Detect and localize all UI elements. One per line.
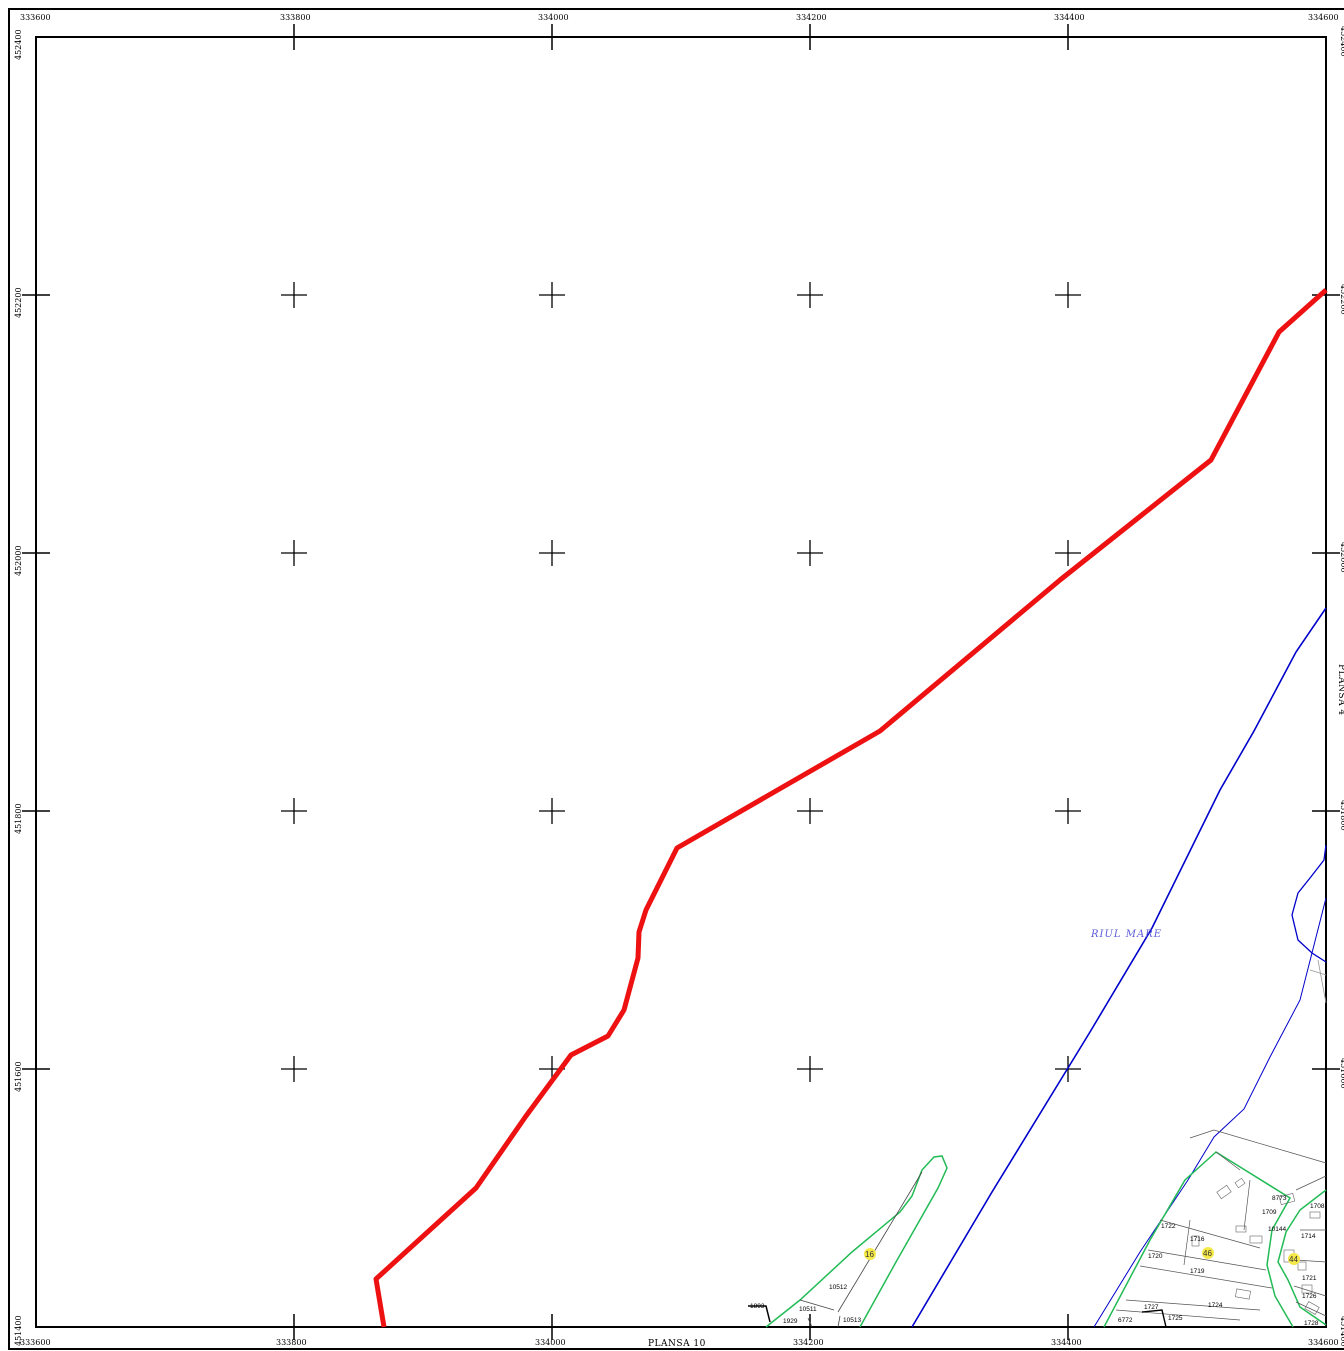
adjacent-sheet-bottom: PLANSA 10 bbox=[648, 1339, 706, 1349]
parcel-number: 1727 bbox=[1144, 1304, 1159, 1311]
zone-badge-label: 16 bbox=[865, 1250, 874, 1259]
y-label-right: 452200 bbox=[1339, 284, 1344, 315]
x-label-top: 334600 bbox=[1308, 13, 1339, 22]
zone-badge-label: 44 bbox=[1289, 1255, 1298, 1264]
parcel-number: 10512 bbox=[829, 1284, 847, 1291]
intravilan-zone-left bbox=[748, 1155, 948, 1328]
x-label-top: 334000 bbox=[538, 13, 569, 22]
x-label-top: 333800 bbox=[280, 13, 311, 22]
x-label-bottom: 333800 bbox=[276, 1338, 307, 1347]
y-label-left: 452000 bbox=[14, 545, 23, 576]
zone-badge bbox=[1202, 1247, 1214, 1259]
y-label-right: 451800 bbox=[1339, 800, 1344, 831]
river-lines bbox=[911, 607, 1327, 1328]
x-label-bottom: 334200 bbox=[793, 1338, 824, 1347]
x-label-bottom: 333600 bbox=[20, 1338, 51, 1347]
zone-badge bbox=[864, 1248, 876, 1260]
y-label-left: 451800 bbox=[14, 803, 23, 834]
parcel-number: 1725 bbox=[1168, 1315, 1183, 1322]
parcel-number: 10511 bbox=[799, 1306, 817, 1313]
parcel-number: 10144 bbox=[1268, 1226, 1286, 1233]
y-label-right: 452000 bbox=[1339, 542, 1344, 573]
right-coord-labels: 452400 452200 452000 451800 451600 45140… bbox=[1339, 26, 1344, 1347]
zone-badge-label: 46 bbox=[1203, 1249, 1212, 1258]
parcel-number: 1716 bbox=[1190, 1236, 1205, 1243]
y-label-left: 452200 bbox=[14, 287, 23, 318]
x-label-top: 334400 bbox=[1054, 13, 1085, 22]
parcel-number: 1726 bbox=[1302, 1293, 1317, 1300]
x-label-bottom: 334400 bbox=[1051, 1338, 1082, 1347]
intravilan-zone-right bbox=[1103, 959, 1327, 1328]
parcel-number: 1721 bbox=[1302, 1275, 1317, 1282]
top-coord-labels: 333600 333800 334000 334200 334400 33460… bbox=[20, 13, 1339, 22]
frame-ticks bbox=[22, 24, 1340, 1340]
grid-crosses bbox=[281, 282, 1081, 1082]
y-label-left: 451400 bbox=[14, 1315, 23, 1346]
y-label-right: 451400 bbox=[1339, 1316, 1344, 1347]
x-label-bottom: 334000 bbox=[535, 1338, 566, 1347]
parcel-number: 6772 bbox=[1118, 1317, 1133, 1324]
x-label-bottom: 334600 bbox=[1308, 1338, 1339, 1347]
parcel-number: 1714 bbox=[1301, 1233, 1316, 1240]
y-label-right: 451600 bbox=[1339, 1058, 1344, 1089]
parcel-number: 1708 bbox=[1310, 1203, 1325, 1210]
parcel-number: 1893 bbox=[750, 1303, 765, 1310]
river-name-label: RIUL MARE bbox=[1090, 929, 1162, 940]
map-frame bbox=[35, 36, 1327, 1328]
y-label-left: 451600 bbox=[14, 1061, 23, 1092]
parcel-number: 1722 bbox=[1161, 1223, 1176, 1230]
x-label-top: 333600 bbox=[20, 13, 51, 22]
parcel-number: 1720 bbox=[1148, 1253, 1163, 1260]
parcel-number: 1728 bbox=[1304, 1320, 1319, 1327]
administrative-boundary-line bbox=[373, 288, 1328, 1328]
x-label-top: 334200 bbox=[796, 13, 827, 22]
adjacent-sheet-right: PLANSA 4 bbox=[1336, 664, 1344, 716]
parcel-number: 1709 bbox=[1262, 1209, 1277, 1216]
parcel-numbers: 10512 10511 10513 1929 1893 1722 1716 17… bbox=[750, 1195, 1325, 1327]
bottom-coord-labels: 333600 333800 334000 334200 334400 33460… bbox=[20, 1338, 1339, 1347]
parcel-number: 1929 bbox=[783, 1318, 798, 1325]
zone-badge bbox=[1288, 1253, 1300, 1265]
parcel-number: 8773 bbox=[1272, 1195, 1287, 1202]
parcel-number: 1719 bbox=[1190, 1268, 1205, 1275]
parcel-number: 10513 bbox=[843, 1317, 861, 1324]
y-label-left: 452400 bbox=[14, 29, 23, 60]
outer-frame bbox=[8, 8, 1344, 1350]
y-label-right: 452400 bbox=[1339, 26, 1344, 57]
parcel-number: 1724 bbox=[1208, 1302, 1223, 1309]
zone-badges: 16 46 44 bbox=[864, 1247, 1300, 1265]
left-coord-labels: 452400 452200 452000 451800 451600 45140… bbox=[14, 29, 23, 1346]
